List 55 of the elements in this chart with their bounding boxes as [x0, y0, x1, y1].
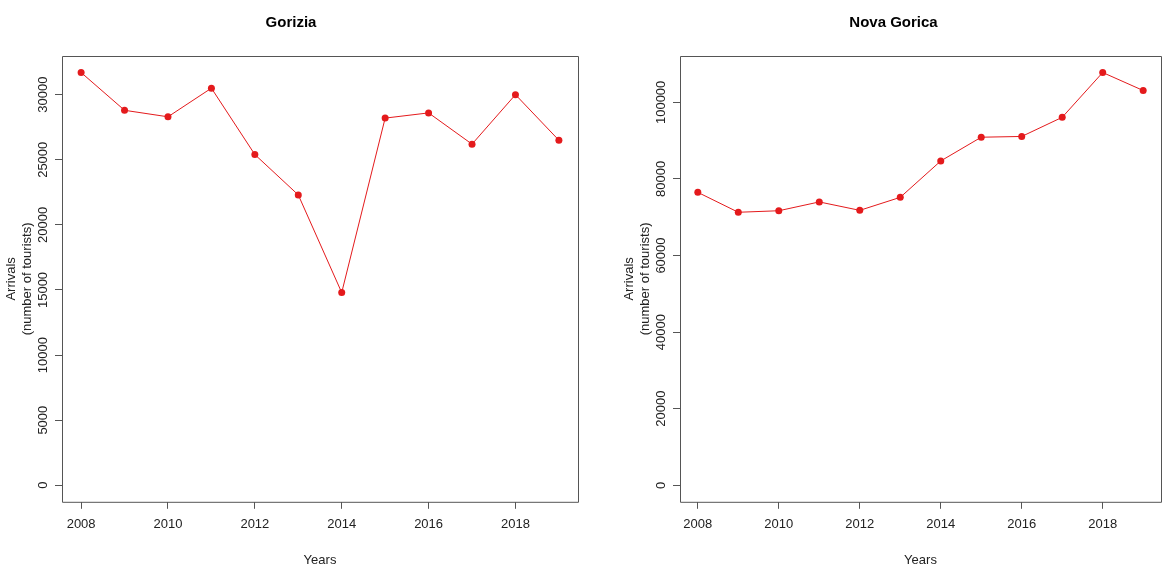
y-tick-label: 100000 [653, 80, 669, 125]
point [511, 91, 519, 99]
y-tick-label: 0 [653, 481, 669, 489]
x-tick-label: 2008 [683, 516, 713, 532]
point [207, 84, 215, 92]
x-tick-label: 2014 [926, 516, 956, 532]
point [468, 140, 476, 148]
y-tick-label: 20000 [653, 390, 669, 427]
x-tick-label: 2014 [327, 516, 357, 532]
y-tick-label: 80000 [653, 160, 669, 198]
point [694, 188, 702, 196]
y-tick-label: 15000 [35, 271, 51, 309]
point [77, 69, 85, 77]
x-tick-label: 2018 [1088, 516, 1118, 532]
point [896, 193, 904, 201]
point [164, 113, 172, 121]
point [1018, 132, 1026, 140]
point [121, 106, 129, 114]
point [856, 206, 864, 214]
point [734, 208, 742, 216]
x-axis-title: Years [904, 551, 938, 567]
x-tick-label: 2016 [414, 516, 444, 532]
point [775, 207, 783, 215]
y-tick-label: 25000 [35, 141, 51, 178]
point [1139, 87, 1147, 94]
x-tick-label: 2018 [500, 516, 530, 532]
point [294, 191, 302, 199]
x-tick-label: 2016 [1007, 516, 1037, 532]
point [555, 136, 563, 144]
y-tick-label: 30000 [35, 76, 51, 113]
point [937, 157, 945, 165]
y-tick-label: 20000 [35, 206, 51, 243]
x-axis-title: Years [303, 551, 337, 567]
y-tick-label: 10000 [35, 336, 51, 374]
point [1099, 69, 1107, 76]
y-tick-label: 0 [35, 481, 51, 489]
point [381, 114, 389, 122]
y-axis-title: Arrivals (number of tourists) [3, 222, 34, 336]
point [815, 198, 823, 206]
x-tick-label: 2010 [764, 516, 794, 532]
point [425, 109, 433, 117]
x-tick-label: 2012 [845, 516, 875, 532]
y-axis-title: Arrivals (number of tourists) [621, 222, 652, 336]
point [1058, 113, 1066, 121]
x-tick-label: 2008 [66, 516, 96, 532]
y-tick-label: 40000 [653, 314, 669, 351]
point [977, 133, 985, 141]
point [251, 151, 259, 159]
chart-title: Nova Gorica [849, 13, 939, 31]
y-tick-label: 60000 [653, 237, 669, 274]
point [338, 289, 346, 297]
x-tick-label: 2010 [153, 516, 183, 532]
x-tick-label: 2012 [240, 516, 270, 532]
chart-title: Gorizia [265, 13, 318, 31]
y-tick-label: 5000 [35, 405, 51, 435]
